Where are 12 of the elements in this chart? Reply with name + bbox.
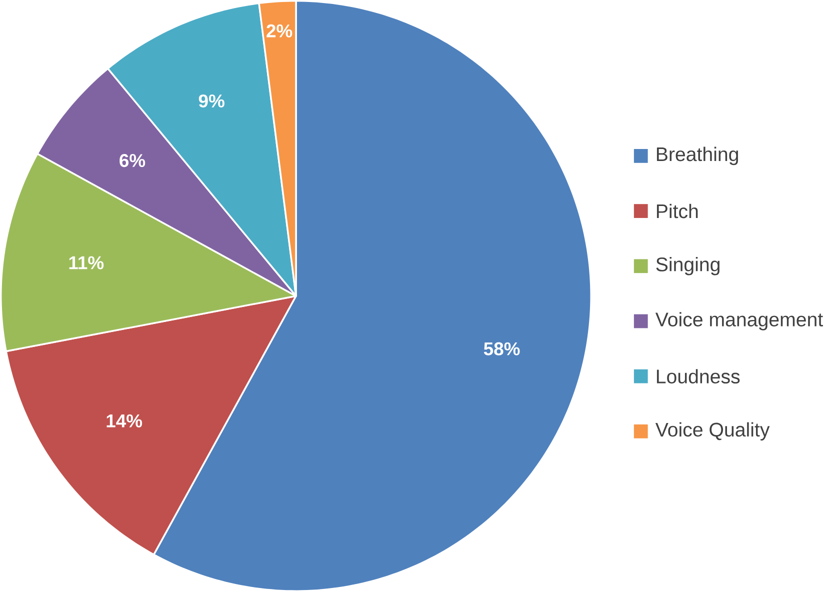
legend-label: Singing bbox=[656, 257, 720, 276]
legend-label: Voice management bbox=[655, 312, 823, 330]
legend-label: Loudness bbox=[656, 369, 740, 384]
legend-label: Pitch bbox=[656, 204, 698, 218]
data-label: 11% bbox=[69, 256, 104, 270]
data-label: 9% bbox=[198, 94, 224, 108]
data-label: 14% bbox=[106, 414, 142, 428]
data-label: 2% bbox=[266, 24, 292, 38]
data-label: 6% bbox=[120, 154, 146, 168]
legend-label: Voice Quality bbox=[655, 422, 770, 441]
data-label: 58% bbox=[484, 342, 520, 356]
legend-label: Breathing bbox=[656, 146, 738, 166]
